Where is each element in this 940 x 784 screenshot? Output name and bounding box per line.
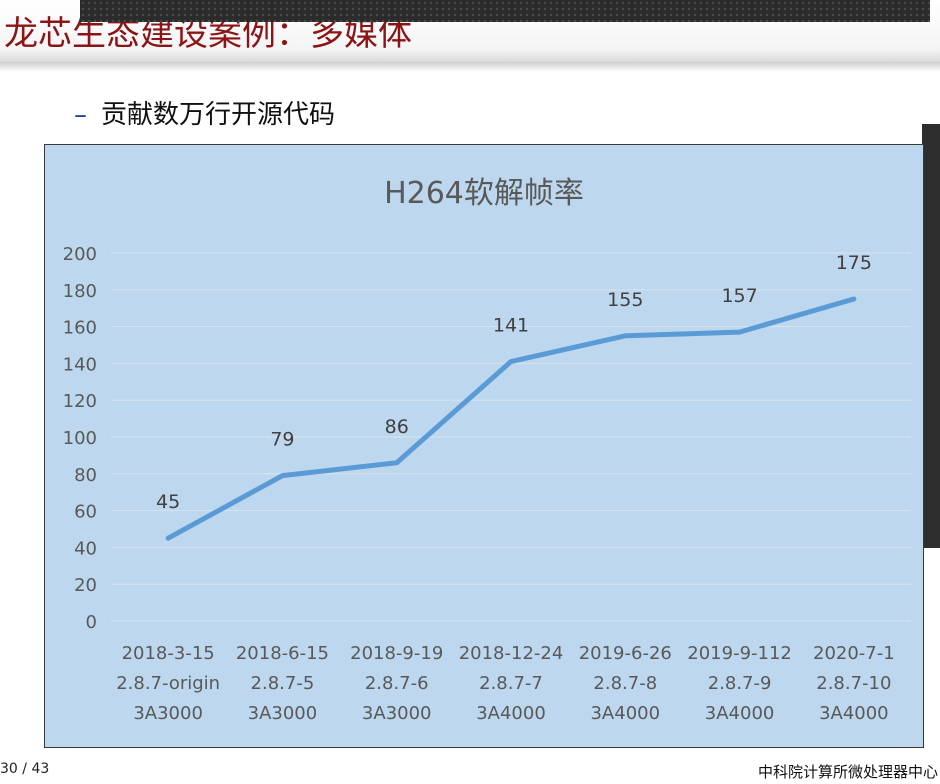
overlay-bar — [80, 0, 930, 22]
y-tick-label: 60 — [74, 502, 97, 523]
footer-organization: 中科院计算所微处理器中心 — [757, 763, 938, 781]
data-label: 157 — [721, 285, 757, 307]
data-point — [623, 334, 627, 338]
x-tick-label: 2020-7-1 — [813, 643, 895, 664]
x-tick-label: 3A3000 — [362, 703, 432, 724]
data-point — [738, 330, 742, 334]
y-tick-label: 80 — [74, 465, 97, 486]
y-tick-label: 0 — [86, 612, 97, 633]
x-tick-label: 3A4000 — [819, 703, 889, 724]
y-tick-label: 140 — [63, 354, 97, 375]
page-total: 43 — [31, 761, 50, 777]
page-current: 30 — [0, 761, 18, 777]
x-tick-label: 2.8.7-origin — [116, 673, 220, 694]
y-tick-label: 40 — [74, 538, 97, 559]
y-tick-label: 180 — [63, 281, 97, 302]
data-label: 175 — [836, 252, 872, 274]
data-point — [852, 297, 856, 301]
bullet-text: 贡献数万行开源代码 — [101, 100, 336, 130]
x-tick-label: 2.8.7-9 — [708, 673, 772, 694]
y-tick-label: 160 — [63, 318, 97, 339]
x-tick-label: 2.8.7-5 — [251, 673, 315, 694]
x-tick-label: 2018-12-24 — [459, 643, 564, 664]
y-tick-label: 120 — [63, 391, 97, 412]
x-tick-label: 2018-6-15 — [236, 643, 329, 664]
data-label: 79 — [270, 429, 294, 451]
page-separator: / — [22, 761, 27, 777]
data-point — [280, 474, 284, 478]
x-tick-label: 3A3000 — [133, 703, 203, 724]
side-dark-bar — [922, 124, 940, 548]
x-tick-label: 3A4000 — [705, 703, 775, 724]
data-label: 45 — [156, 491, 180, 513]
x-tick-label: 3A3000 — [248, 703, 318, 724]
page-indicator: 30 / 43 — [0, 761, 49, 777]
x-tick-label: 3A4000 — [476, 703, 546, 724]
line-chart: H264软解帧率 0 20 40 60 80 100 120 140 160 180 200 2018-… — [63, 176, 911, 724]
x-tick-label: 2018-3-15 — [122, 643, 215, 664]
data-label: 155 — [607, 289, 643, 311]
x-tick-label: 2.8.7-7 — [479, 673, 543, 694]
header-shadow — [0, 62, 940, 72]
bullet-item: – 贡献数万行开源代码 — [74, 94, 335, 131]
y-tick-label: 100 — [63, 428, 97, 449]
x-tick-label: 2.8.7-10 — [816, 673, 891, 694]
data-point — [509, 360, 513, 364]
data-point — [166, 536, 170, 540]
data-point — [395, 461, 399, 465]
bullet-dash-icon: – — [74, 100, 87, 130]
x-tick-label: 2019-9-112 — [687, 643, 792, 664]
chart-title: H264软解帧率 — [384, 176, 584, 211]
chart-frame: H264软解帧率 0 20 40 60 80 100 120 140 160 180 200 2018-… — [44, 144, 924, 748]
x-tick-label: 2018-9-19 — [350, 643, 443, 664]
y-tick-label: 200 — [63, 244, 97, 265]
data-label: 141 — [493, 315, 529, 337]
x-tick-label: 2.8.7-6 — [365, 673, 429, 694]
y-tick-label: 20 — [74, 575, 97, 596]
x-tick-label: 2.8.7-8 — [593, 673, 657, 694]
x-tick-label: 2019-6-26 — [579, 643, 672, 664]
x-tick-label: 3A4000 — [590, 703, 660, 724]
data-label: 86 — [385, 416, 409, 438]
